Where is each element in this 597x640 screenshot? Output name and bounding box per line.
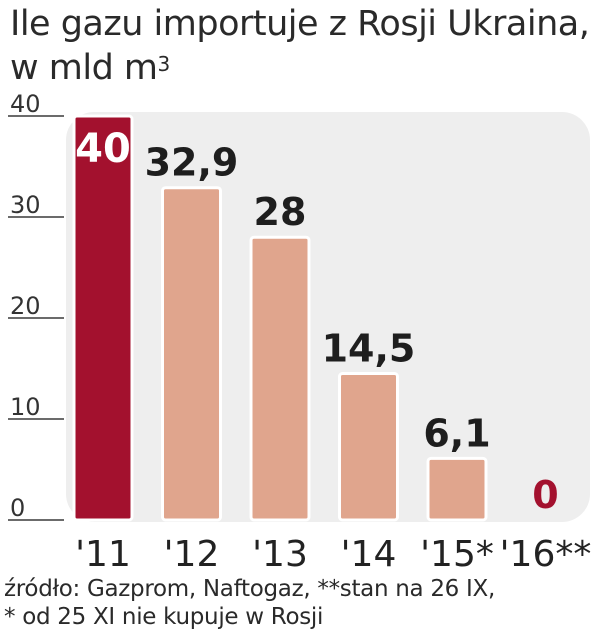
- x-tick-label: '15*: [420, 534, 494, 575]
- source-line-2: * od 25 XI nie kupuje w Rosji: [4, 604, 324, 630]
- bar: [338, 372, 399, 522]
- unit-line: w mld m3: [10, 46, 589, 90]
- data-label: 6,1: [423, 411, 490, 455]
- y-tick-label: 40: [10, 90, 41, 118]
- data-label: 40: [75, 126, 131, 172]
- y-tick-label: 30: [10, 191, 41, 219]
- x-tick-label: '16**: [500, 534, 592, 575]
- bar: [249, 235, 311, 522]
- y-tick-label: 0: [10, 494, 25, 522]
- y-tick-label: 10: [10, 393, 41, 421]
- x-tick-label: '12: [164, 534, 220, 575]
- unit-superscript: 3: [157, 52, 171, 76]
- x-tick-label: '14: [341, 534, 397, 575]
- unit-text: w mld m: [10, 48, 158, 88]
- x-tick-label: '11: [75, 534, 131, 575]
- data-label: 32,9: [145, 141, 239, 185]
- bar: [426, 456, 488, 522]
- data-label: 14,5: [322, 327, 416, 371]
- chart-title: Ile gazu importuje z Rosji Ukraina, w ml…: [10, 2, 590, 90]
- title-line: Ile gazu importuje z Rosji Ukraina,: [10, 4, 590, 44]
- source-line-1: źródło: Gazprom, Naftogaz, **stan na 26 …: [4, 576, 495, 602]
- source-note: źródło: Gazprom, Naftogaz, **stan na 26 …: [4, 575, 495, 631]
- bar: [161, 186, 222, 522]
- data-label: 28: [254, 190, 307, 234]
- bar: [72, 114, 134, 522]
- x-tick-label: '13: [252, 534, 308, 575]
- data-label: 0: [532, 473, 558, 517]
- y-tick-label: 20: [10, 292, 41, 320]
